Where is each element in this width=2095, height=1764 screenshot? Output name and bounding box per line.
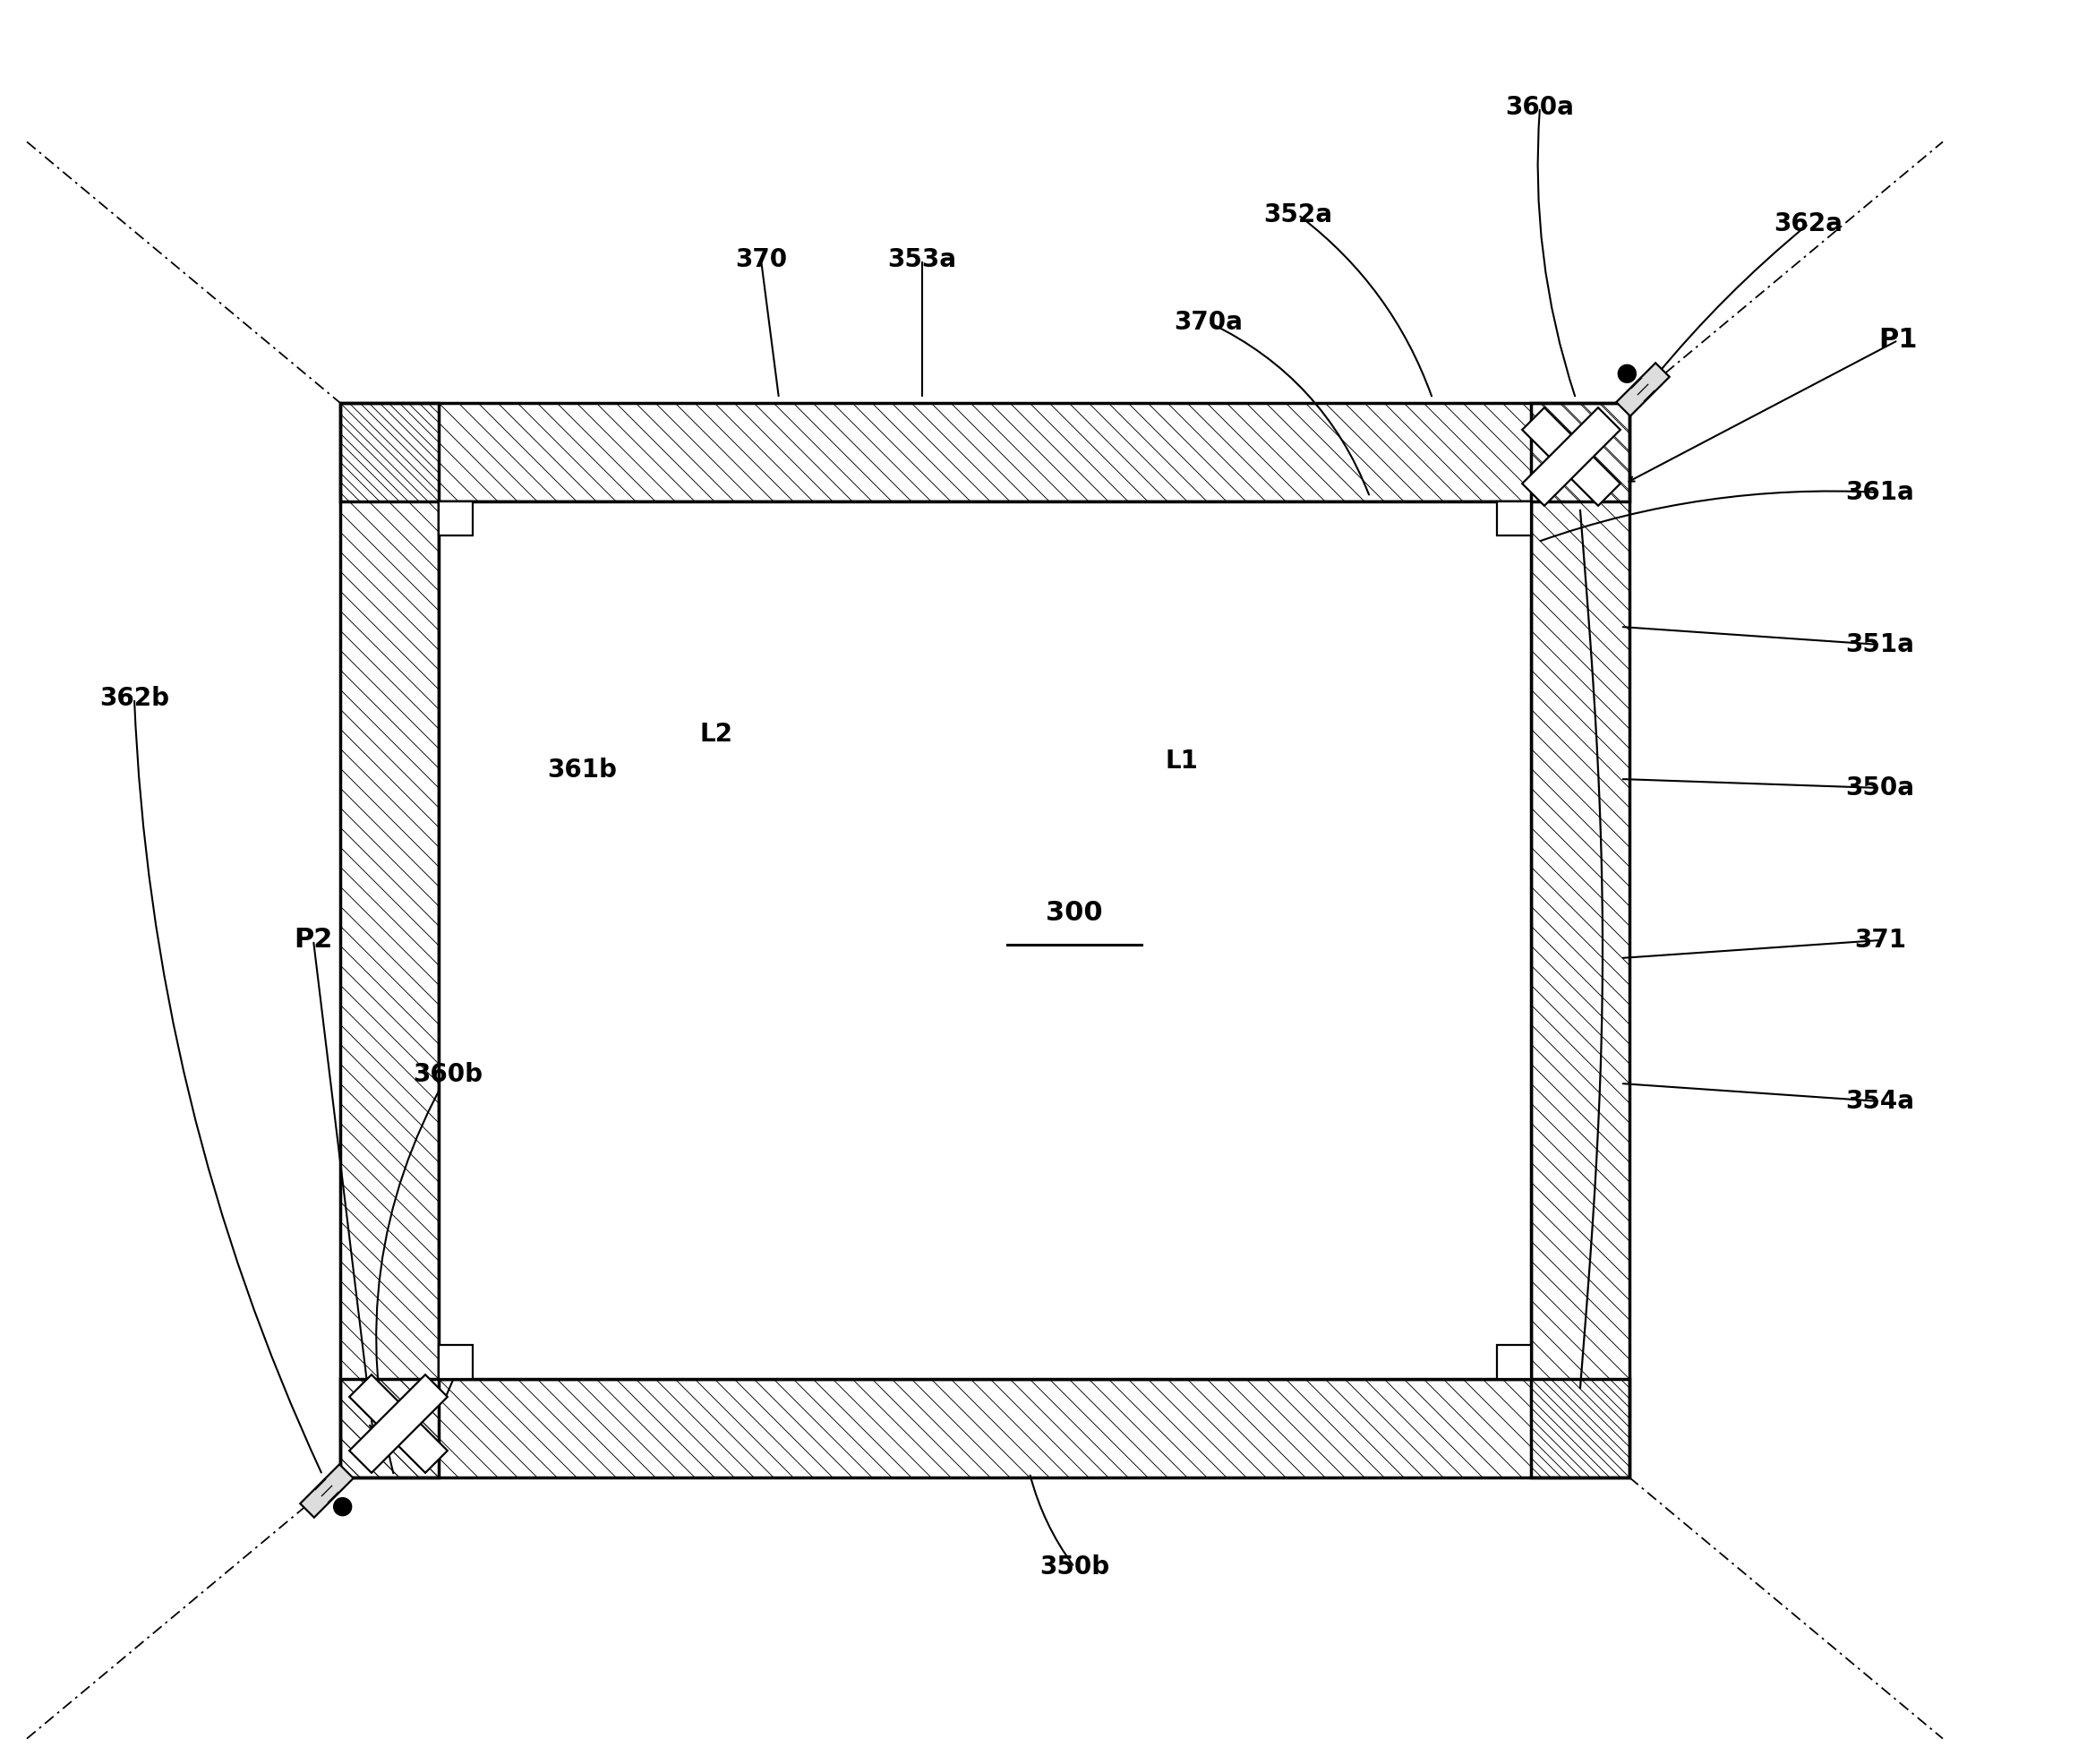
Bar (339, 1379, 1630, 1478)
Text: 360a: 360a (1506, 95, 1573, 120)
Circle shape (1617, 365, 1636, 383)
Bar (339, 402, 438, 1478)
Polygon shape (350, 1374, 448, 1473)
Text: 362b: 362b (98, 686, 170, 711)
Text: 370: 370 (735, 247, 788, 272)
Polygon shape (1615, 363, 1670, 416)
Polygon shape (350, 1374, 448, 1473)
Bar (339, 402, 1630, 501)
Text: 361a: 361a (1846, 480, 1915, 505)
Bar (339, 402, 438, 1478)
Text: 350a: 350a (1846, 776, 1915, 801)
Text: 361b: 361b (547, 757, 616, 783)
Text: L1: L1 (1165, 748, 1198, 774)
Polygon shape (1498, 1344, 1531, 1379)
Bar (339, 402, 1630, 501)
Text: 300: 300 (1045, 900, 1102, 926)
Text: L2: L2 (700, 721, 733, 746)
Bar (438, 501, 1531, 1379)
Text: 354a: 354a (1846, 1088, 1915, 1113)
Text: 371: 371 (1854, 928, 1906, 953)
Bar (1531, 402, 1630, 1478)
Bar (339, 1379, 1630, 1478)
Text: 350b: 350b (1039, 1554, 1110, 1579)
Polygon shape (438, 501, 473, 536)
Text: 370a: 370a (1173, 310, 1242, 335)
Polygon shape (1523, 407, 1619, 506)
Circle shape (333, 1498, 352, 1515)
Text: P2: P2 (293, 928, 333, 953)
Polygon shape (1498, 501, 1531, 536)
Bar (1531, 402, 1630, 1478)
Text: 352a: 352a (1263, 203, 1332, 228)
Text: 362a: 362a (1774, 212, 1844, 236)
Text: 351a: 351a (1846, 632, 1915, 658)
Text: P1: P1 (1879, 328, 1917, 353)
Text: 360b: 360b (413, 1062, 482, 1087)
Polygon shape (300, 1464, 354, 1517)
Polygon shape (1523, 407, 1619, 506)
Polygon shape (438, 1344, 473, 1379)
Text: 353a: 353a (888, 247, 957, 272)
